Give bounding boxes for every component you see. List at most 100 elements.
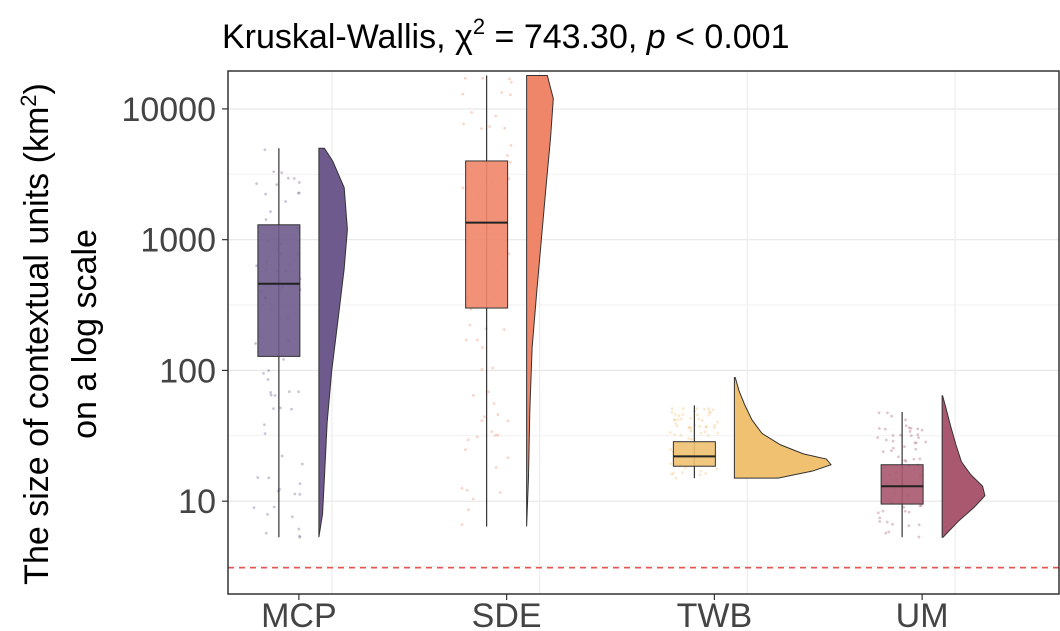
- jitter-point: [264, 218, 268, 221]
- jitter-point: [904, 459, 908, 463]
- jitter-point: [503, 126, 507, 130]
- jitter-point: [916, 427, 920, 431]
- box-um: [880, 464, 924, 505]
- jitter-point: [687, 437, 691, 440]
- jitter-point: [292, 177, 296, 180]
- jitter-point: [878, 520, 882, 523]
- jitter-point: [461, 92, 465, 96]
- jitter-point: [492, 402, 496, 405]
- jitter-point: [481, 346, 484, 349]
- jitter-point: [500, 91, 504, 94]
- jitter-point: [696, 413, 699, 417]
- jitter-point: [670, 410, 674, 414]
- density-twb: [733, 377, 832, 479]
- jitter-point: [480, 368, 484, 371]
- jitter-point: [480, 127, 483, 131]
- jitter-point: [507, 177, 511, 181]
- jitter-point: [275, 183, 279, 187]
- jitter-point: [689, 416, 693, 420]
- jitter-point: [673, 412, 677, 416]
- jitter-point: [917, 436, 920, 440]
- jitter-point: [919, 504, 923, 507]
- jitter-point: [463, 76, 467, 80]
- jitter-point: [673, 418, 676, 422]
- jitter-point: [891, 434, 895, 437]
- jitter-point: [877, 427, 881, 430]
- jitter-point: [496, 413, 500, 416]
- jitter-point: [467, 508, 470, 512]
- jitter-point: [670, 472, 673, 476]
- jitter-point: [488, 125, 491, 128]
- jitter-point: [904, 418, 907, 422]
- jitter-point: [498, 491, 502, 494]
- grid-lines: [228, 71, 1059, 594]
- jitter-point: [681, 471, 684, 474]
- jitter-point: [298, 482, 302, 486]
- jitter-point: [493, 433, 497, 437]
- jitter-point: [267, 369, 271, 372]
- jitter-point: [262, 371, 265, 375]
- jitter-point: [669, 462, 673, 466]
- jitter-point: [668, 431, 672, 434]
- jitter-point: [269, 210, 272, 214]
- jitter-point: [876, 511, 880, 515]
- jitter-point: [508, 93, 512, 97]
- jitter-point: [711, 408, 715, 412]
- y-axis-label-line2: on a log scale: [66, 229, 104, 439]
- jitter-point: [670, 407, 674, 411]
- jitter-point: [273, 394, 277, 397]
- jitter-point: [487, 390, 491, 394]
- jitter-point: [507, 252, 511, 256]
- jitter-point: [279, 406, 282, 410]
- jitter-point: [881, 450, 885, 453]
- jitter-point: [465, 488, 469, 492]
- jitter-point: [475, 435, 479, 439]
- jitter-point: [297, 527, 301, 531]
- jitter-point: [698, 473, 702, 477]
- jitter-point: [908, 430, 912, 433]
- jitter-point: [689, 426, 693, 430]
- jitter-point: [909, 426, 913, 430]
- jitter-point: [470, 110, 474, 114]
- jitter-point: [280, 454, 284, 458]
- jitter-point: [494, 114, 498, 118]
- y-tick-label: 100: [159, 352, 216, 390]
- jitter-point: [481, 76, 485, 80]
- jitter-point: [883, 427, 887, 431]
- jitter-point: [707, 410, 711, 413]
- jitter-point: [267, 476, 271, 480]
- jitter-point: [507, 77, 511, 81]
- jitter-point: [897, 455, 900, 459]
- jitter-point: [884, 531, 888, 535]
- jitter-point: [255, 182, 259, 186]
- jitter-point: [676, 418, 680, 422]
- jitter-point: [263, 432, 267, 436]
- y-tick-label: 10: [178, 483, 216, 521]
- jitter-point: [917, 535, 921, 539]
- jitter-point: [918, 504, 922, 508]
- jitter-point: [505, 154, 509, 157]
- jitter-point: [506, 419, 510, 423]
- jitter-point: [280, 171, 284, 175]
- jitter-point: [924, 440, 928, 444]
- jitter-point: [297, 191, 300, 195]
- jitter-point: [684, 466, 687, 470]
- jitter-point: [716, 432, 720, 435]
- jitter-point: [704, 425, 708, 429]
- jitter-point: [700, 419, 704, 422]
- jitter-point: [920, 428, 924, 432]
- jitter-point: [491, 366, 495, 370]
- density-um: [941, 395, 986, 538]
- jitter-point: [494, 466, 498, 469]
- box-twb: [672, 441, 716, 467]
- jitter-point: [282, 358, 285, 361]
- jitter-point: [287, 390, 291, 394]
- jitter-point: [272, 170, 276, 174]
- density-sde: [526, 75, 554, 527]
- jitter-point: [264, 192, 268, 196]
- jitter-point: [297, 181, 301, 184]
- jitter-point: [903, 458, 907, 462]
- jitter-point: [891, 439, 895, 443]
- jitter-point: [490, 430, 494, 434]
- jitter-point: [716, 420, 719, 424]
